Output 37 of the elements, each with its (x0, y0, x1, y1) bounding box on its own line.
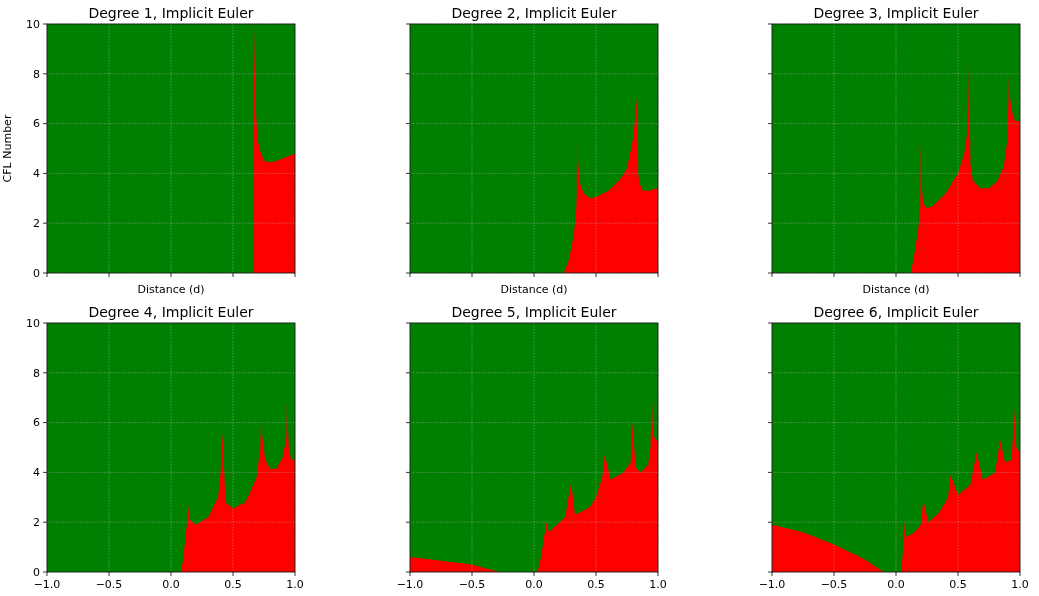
y-tick-label: 0 (33, 266, 40, 280)
x-tick-label: 0.0 (162, 578, 180, 591)
y-tick-label: 8 (33, 67, 40, 81)
x-tick-label: 1.0 (1011, 578, 1029, 591)
y-tick-label: 4 (33, 466, 40, 480)
x-tick-label: 0.0 (887, 578, 905, 591)
x-tick-label: 1.0 (286, 578, 304, 591)
x-tick-label: 0.5 (587, 578, 605, 591)
x-axis-title: Distance (d) (862, 283, 930, 296)
y-tick-label: 2 (33, 516, 40, 530)
x-tick-label: −0.5 (95, 578, 123, 591)
y-tick-label: 2 (33, 217, 40, 231)
x-tick-label: −1.0 (33, 578, 61, 591)
x-tick-label: −1.0 (758, 578, 786, 591)
y-tick-label: 6 (33, 117, 40, 131)
x-axis-title: Distance (d) (137, 283, 205, 296)
x-tick-label: −1.0 (396, 578, 424, 591)
x-tick-label: 1.0 (649, 578, 667, 591)
x-tick-label: 0.0 (525, 578, 543, 591)
y-tick-label: 8 (33, 366, 40, 380)
y-tick-label: 0 (33, 565, 40, 579)
chart-title: Degree 3, Implicit Euler (813, 5, 979, 21)
chart-title: Degree 4, Implicit Euler (88, 304, 254, 320)
chart-title: Degree 2, Implicit Euler (451, 5, 617, 21)
x-tick-label: −0.5 (820, 578, 848, 591)
x-tick-label: 0.5 (949, 578, 967, 591)
chart-title: Degree 1, Implicit Euler (88, 5, 254, 21)
x-tick-label: 0.5 (224, 578, 242, 591)
y-tick-label: 10 (26, 17, 40, 31)
y-tick-label: 4 (33, 167, 40, 181)
y-axis-title: CFL Number (1, 114, 14, 183)
y-tick-label: 6 (33, 416, 40, 430)
chart-title: Degree 6, Implicit Euler (813, 304, 979, 320)
x-tick-label: −0.5 (458, 578, 486, 591)
x-axis-title: Distance (d) (500, 283, 568, 296)
y-tick-label: 10 (26, 316, 40, 330)
chart-title: Degree 5, Implicit Euler (451, 304, 617, 320)
